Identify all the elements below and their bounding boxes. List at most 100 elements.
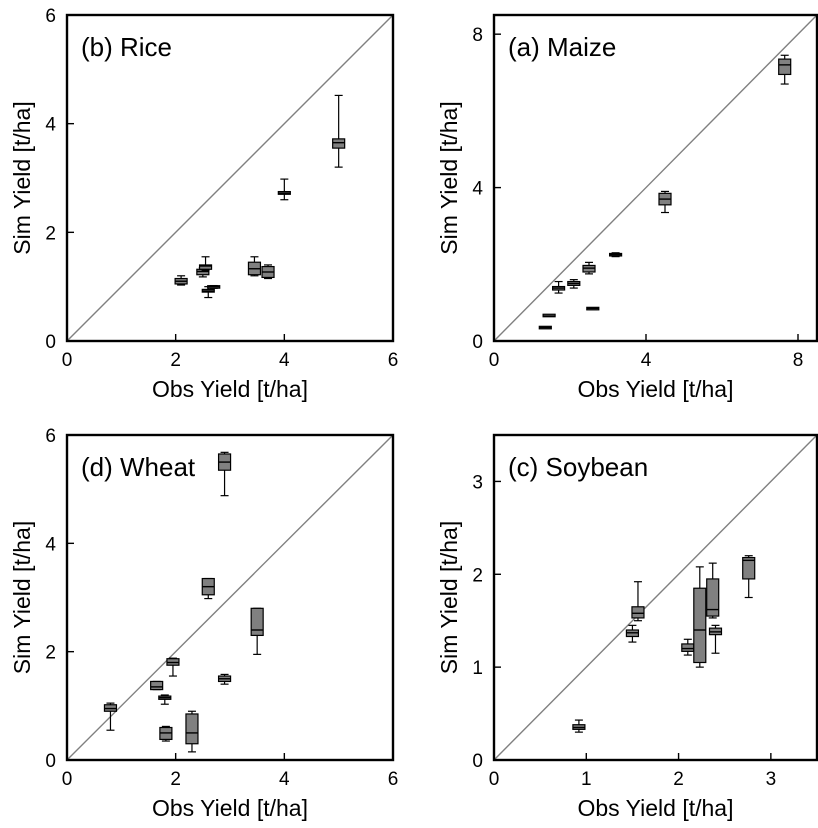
y-tick-label: 0 <box>472 751 483 772</box>
x-tick-label: 1 <box>581 769 592 790</box>
box-2 <box>625 624 640 643</box>
x-tick-label: 0 <box>62 769 73 790</box>
panel-top-left: 0 2 4 6 0 2 4 6 Obs Yield [t/ha] Sim Yield [t/ha]… <box>9 6 398 402</box>
box-1 <box>572 719 586 733</box>
box-9 <box>332 94 346 168</box>
y-axis-label: Sim Yield [t/ha] <box>436 521 462 674</box>
panel-bottom-right: 0 1 2 3 0 1 2 3 Obs Yield [t/ha] Sim Yield [t/ha]… <box>436 433 818 821</box>
x-tick-label: 4 <box>279 350 290 371</box>
box-iqr <box>332 138 346 149</box>
panel-title: (a) Maize <box>508 32 616 62</box>
x-axis-label: Obs Yield [t/ha] <box>152 795 308 821</box>
y-tick-label: 8 <box>472 25 483 46</box>
y-tick-label: 4 <box>472 179 483 200</box>
box-iqr <box>198 264 213 270</box>
box-7 <box>608 252 623 258</box>
box-4 <box>567 279 581 289</box>
one-to-one-line <box>66 14 394 342</box>
y-axis-label: Sim Yield [t/ha] <box>436 101 462 254</box>
x-axis-label: Obs Yield [t/ha] <box>578 795 734 821</box>
box-iqr <box>778 58 792 76</box>
y-tick-label: 3 <box>472 472 483 493</box>
x-tick-label: 0 <box>489 769 500 790</box>
y-tick-label: 0 <box>472 332 483 353</box>
box-4 <box>159 725 173 742</box>
y-axis-label: Sim Yield [t/ha] <box>9 521 35 674</box>
box-7 <box>708 624 723 654</box>
plot-frame <box>65 13 395 343</box>
box-10 <box>250 607 264 655</box>
box-8 <box>742 555 756 599</box>
box-1 <box>174 275 188 286</box>
plot-frame <box>492 13 818 343</box>
x-tick-label: 6 <box>388 769 399 790</box>
box-2 <box>150 680 164 691</box>
box-iqr <box>150 680 164 691</box>
panel-title: (c) Soybean <box>508 452 648 482</box>
x-tick-label: 3 <box>766 769 777 790</box>
one-to-one-line <box>493 14 818 342</box>
plot-frame <box>492 433 818 762</box>
panel-title: (b) Rice <box>81 32 172 62</box>
x-tick-label: 6 <box>388 350 399 371</box>
box-6 <box>586 306 600 311</box>
box-iqr <box>250 607 264 637</box>
box-7 <box>261 264 275 280</box>
one-to-one-line <box>493 434 818 761</box>
box-3 <box>198 256 213 271</box>
box-6 <box>185 710 199 753</box>
panel-bottom-left: 0 2 4 6 0 2 4 6 Obs Yield [t/ha] Sim Yield [t/ha]… <box>9 426 398 821</box>
box-iqr <box>681 643 695 652</box>
box-9 <box>778 54 792 85</box>
y-tick-label: 6 <box>45 6 56 27</box>
x-axis-label: Obs Yield [t/ha] <box>152 376 308 402</box>
box-5 <box>166 657 180 677</box>
y-tick-label: 6 <box>45 426 56 447</box>
box-iqr <box>693 587 707 664</box>
box-5 <box>207 284 221 289</box>
one-to-one-line <box>66 434 394 761</box>
y-tick-label: 4 <box>45 534 56 555</box>
box-1 <box>538 325 552 330</box>
box-2 <box>542 313 556 318</box>
box-6 <box>706 562 720 619</box>
box-6 <box>247 256 262 277</box>
box-7 <box>201 577 215 600</box>
box-4 <box>681 638 695 656</box>
x-axis-label: Obs Yield [t/ha] <box>578 376 734 402</box>
box-8 <box>277 178 291 201</box>
y-tick-label: 2 <box>472 565 483 586</box>
plot-frame <box>65 433 395 762</box>
x-tick-label: 2 <box>170 769 181 790</box>
x-tick-label: 2 <box>170 350 181 371</box>
box-iqr <box>742 556 756 580</box>
y-tick-label: 2 <box>45 643 56 664</box>
y-tick-label: 0 <box>45 332 56 353</box>
box-5 <box>582 261 596 275</box>
x-tick-label: 0 <box>62 350 73 371</box>
y-tick-label: 4 <box>45 115 56 136</box>
panel-title: (d) Wheat <box>81 452 196 482</box>
box-1 <box>103 702 118 731</box>
y-tick-label: 2 <box>45 223 56 244</box>
box-8 <box>217 673 232 685</box>
y-axis-label: Sim Yield [t/ha] <box>9 101 35 254</box>
box-iqr <box>631 606 645 619</box>
x-tick-label: 0 <box>489 350 500 371</box>
x-tick-label: 4 <box>641 350 652 371</box>
box-iqr <box>185 713 199 745</box>
box-iqr <box>706 578 720 617</box>
x-tick-label: 2 <box>673 769 684 790</box>
box-3 <box>551 280 566 294</box>
x-tick-label: 4 <box>279 769 290 790</box>
box-3 <box>631 581 645 622</box>
y-tick-label: 1 <box>472 658 483 679</box>
box-5 <box>693 566 707 668</box>
y-tick-label: 0 <box>45 751 56 772</box>
box-9 <box>217 451 232 497</box>
box-3 <box>158 694 172 705</box>
panel-top-right: 0 4 8 0 4 8 Obs Yield [t/ha] Sim Yield [t/ha] (a… <box>436 13 818 402</box>
box-8 <box>658 190 672 214</box>
x-tick-label: 8 <box>793 350 804 371</box>
